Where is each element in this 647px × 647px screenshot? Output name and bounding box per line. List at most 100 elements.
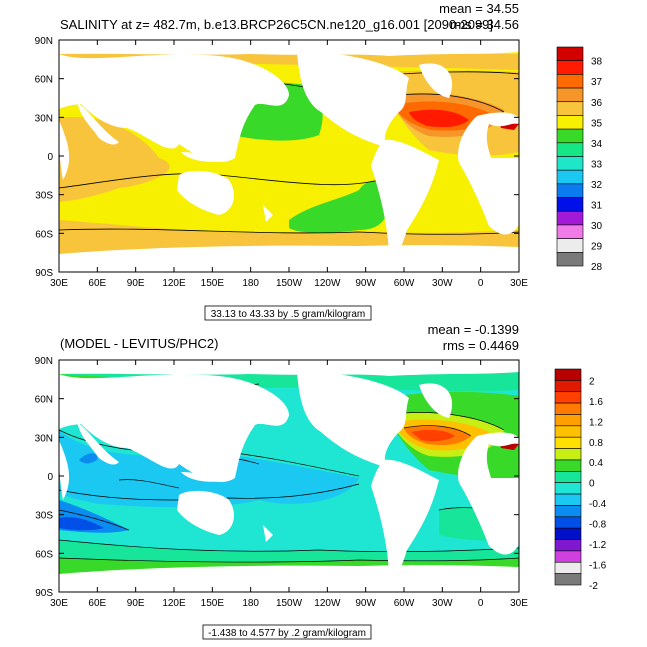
colorbar-label: -2	[589, 581, 598, 592]
bottom-longitude-labels: 30E 60E 90E 120E 150E 180 150W 120W 90W 60W 30W 0 30…	[50, 598, 528, 609]
colorbar-label: 34	[591, 139, 603, 150]
longitude-label: 0	[478, 278, 484, 289]
top-map-panel	[58, 39, 520, 273]
colorbar-swatch	[556, 60, 584, 75]
colorbar-label: 0.4	[589, 458, 603, 469]
colorbar-label: 2	[589, 376, 595, 387]
bottom-colorbar-labels: 2 1.6 1.2 0.8 0.4 0 -0.4 -0.8 -1.2 -1.6 -2	[589, 376, 607, 592]
colorbar-swatch	[556, 197, 584, 212]
colorbar-swatch	[556, 210, 584, 226]
longitude-label: 180	[242, 598, 259, 609]
colorbar-swatch	[554, 527, 582, 540]
top-colorbar	[556, 46, 584, 267]
colorbar-swatch	[554, 402, 582, 415]
longitude-label: 150W	[276, 598, 303, 609]
longitude-label: 90E	[127, 278, 145, 289]
colorbar-label: 0.8	[589, 438, 603, 449]
top-range-label: 33.13 to 43.33 by .5 gram/kilogram	[211, 309, 366, 320]
colorbar-swatch	[556, 101, 584, 116]
latitude-label: 60S	[35, 549, 53, 560]
longitude-label: 150W	[276, 278, 303, 289]
top-longitude-labels: 30E 60E 90E 120E 150E 180 150W 120W 90W 60W 30W 0 30…	[50, 278, 528, 289]
latitude-label: 90N	[35, 36, 53, 47]
top-axis-ticks	[58, 39, 520, 273]
longitude-label: 30E	[510, 598, 528, 609]
longitude-label: 150E	[201, 598, 225, 609]
latitude-label: 0	[47, 152, 53, 163]
top-title: SALINITY at z= 482.7m, b.e13.BRCP26C5CN.…	[60, 17, 493, 32]
latitude-label: 90S	[35, 268, 53, 279]
bottom-range-label: -1.438 to 4.577 by .2 gram/kilogram	[208, 628, 366, 639]
latitude-label: 90S	[35, 588, 53, 599]
longitude-label: 30E	[50, 598, 68, 609]
colorbar-swatch	[556, 224, 584, 239]
latitude-label: 60N	[35, 75, 53, 86]
colorbar-swatch	[554, 459, 582, 472]
colorbar-label: 38	[591, 57, 603, 68]
longitude-label: 30W	[432, 598, 453, 609]
longitude-label: 60E	[88, 598, 106, 609]
colorbar-swatch	[554, 448, 582, 461]
colorbar-swatch	[554, 539, 582, 552]
colorbar-swatch	[554, 573, 582, 586]
colorbar-swatch	[554, 516, 582, 529]
colorbar-label: 33	[591, 159, 603, 170]
longitude-label: 30W	[432, 278, 453, 289]
colorbar-swatch	[554, 482, 582, 495]
colorbar-swatch	[556, 238, 584, 253]
longitude-label: 60E	[88, 278, 106, 289]
longitude-label: 120W	[314, 278, 341, 289]
colorbar-swatch	[556, 169, 584, 185]
bottom-latitude-labels: 90N 60N 30N 0 30S 60S 90S	[35, 356, 54, 599]
longitude-label: 120W	[314, 598, 341, 609]
bottom-colorbar	[554, 368, 582, 586]
colorbar-label: -1.6	[589, 561, 607, 572]
bottom-map-panel	[58, 359, 520, 593]
latitude-label: 60N	[35, 395, 53, 406]
bottom-axis-ticks	[58, 359, 520, 593]
top-rms-label: rms = 34.56	[450, 17, 519, 32]
longitude-label: 60W	[394, 598, 415, 609]
longitude-label: 120E	[162, 598, 186, 609]
colorbar-swatch	[554, 436, 582, 449]
latitude-label: 0	[47, 472, 53, 483]
bottom-rms-label: rms = 0.4469	[443, 338, 519, 353]
colorbar-label: -0.8	[589, 520, 607, 531]
colorbar-swatch	[554, 368, 582, 381]
colorbar-label: 35	[591, 118, 603, 129]
colorbar-swatch	[556, 128, 584, 144]
colorbar-swatch	[554, 380, 582, 393]
colorbar-swatch	[554, 505, 582, 518]
colorbar-label: -1.2	[589, 540, 607, 551]
colorbar-label: 30	[591, 221, 603, 232]
longitude-label: 30E	[50, 278, 68, 289]
colorbar-label: -0.4	[589, 499, 607, 510]
colorbar-swatch	[554, 493, 582, 506]
top-mean-label: mean = 34.55	[439, 1, 519, 16]
longitude-label: 60W	[394, 278, 415, 289]
latitude-label: 90N	[35, 356, 53, 367]
colorbar-swatch	[556, 87, 584, 103]
colorbar-swatch	[556, 156, 584, 171]
colorbar-label: 36	[591, 98, 603, 109]
colorbar-label: 37	[591, 77, 603, 88]
colorbar-swatch	[556, 115, 584, 130]
top-latitude-labels: 90N 60N 30N 0 30S 60S 90S	[35, 36, 54, 279]
longitude-label: 150E	[201, 278, 225, 289]
colorbar-swatch	[556, 183, 584, 198]
colorbar-swatch	[554, 414, 582, 427]
colorbar-label: 32	[591, 180, 603, 191]
colorbar-label: 1.6	[589, 397, 603, 408]
longitude-label: 0	[478, 598, 484, 609]
longitude-label: 120E	[162, 278, 186, 289]
latitude-label: 30S	[35, 191, 53, 202]
longitude-label: 90E	[127, 598, 145, 609]
colorbar-label: 31	[591, 200, 603, 211]
latitude-label: 30N	[35, 113, 53, 124]
colorbar-swatch	[554, 471, 582, 483]
top-colorbar-labels: 38 37 36 35 34 33 32 31 30 29 28	[591, 57, 603, 273]
colorbar-swatch	[554, 550, 582, 563]
colorbar-swatch	[556, 252, 584, 267]
longitude-label: 180	[242, 278, 259, 289]
